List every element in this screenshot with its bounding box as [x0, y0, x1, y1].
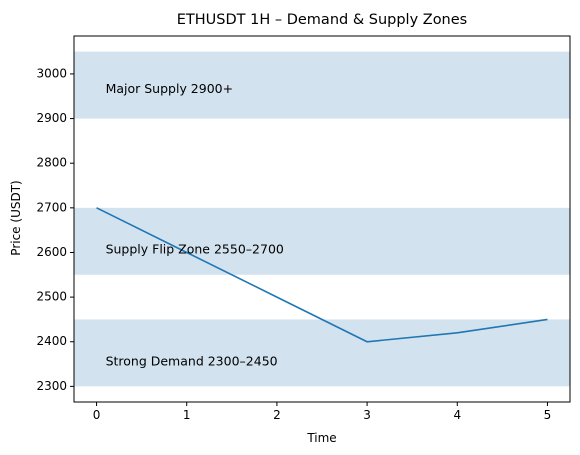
x-tick-label: 0: [93, 408, 101, 422]
x-tick-label: 4: [453, 408, 461, 422]
zone-label: Major Supply 2900+: [106, 81, 234, 96]
zone-band: [74, 319, 570, 387]
series-line: [96, 207, 548, 343]
y-tick-label: 2800: [36, 156, 67, 170]
x-axis: 0 1 2 3 4 5: [93, 402, 552, 422]
zone-band: [74, 51, 570, 119]
zone-label: Supply Flip Zone 2550–2700: [106, 242, 284, 257]
y-tick-label: 3000: [36, 66, 67, 80]
x-tick-label: 2: [273, 408, 281, 422]
plot-frame: [73, 35, 571, 403]
x-tick-label: 3: [363, 408, 371, 422]
y-tick-label: 2900: [36, 111, 67, 125]
zone-band: [74, 207, 570, 275]
y-tick-label: 2700: [36, 200, 67, 214]
y-tick-label: 2300: [36, 379, 67, 393]
zone-labels-layer: Major Supply 2900+ Supply Flip Zone 2550–…: [106, 81, 284, 368]
series-layer: [96, 207, 548, 343]
x-tick-label: 1: [183, 408, 191, 422]
x-tick-label: 5: [544, 408, 552, 422]
y-axis: 2300 2400 2500 2600 2700 2800 2900 3000: [36, 66, 74, 393]
y-tick-label: 2400: [36, 334, 67, 348]
y-tick-label: 2600: [36, 245, 67, 259]
y-tick-label: 2500: [36, 290, 67, 304]
x-axis-label: Time: [306, 431, 336, 445]
zones-layer: [74, 51, 570, 387]
chart-title: ETHUSDT 1H – Demand & Supply Zones: [177, 12, 467, 28]
zone-label: Strong Demand 2300–2450: [106, 353, 278, 368]
y-axis-label: Price (USDT): [9, 180, 23, 255]
